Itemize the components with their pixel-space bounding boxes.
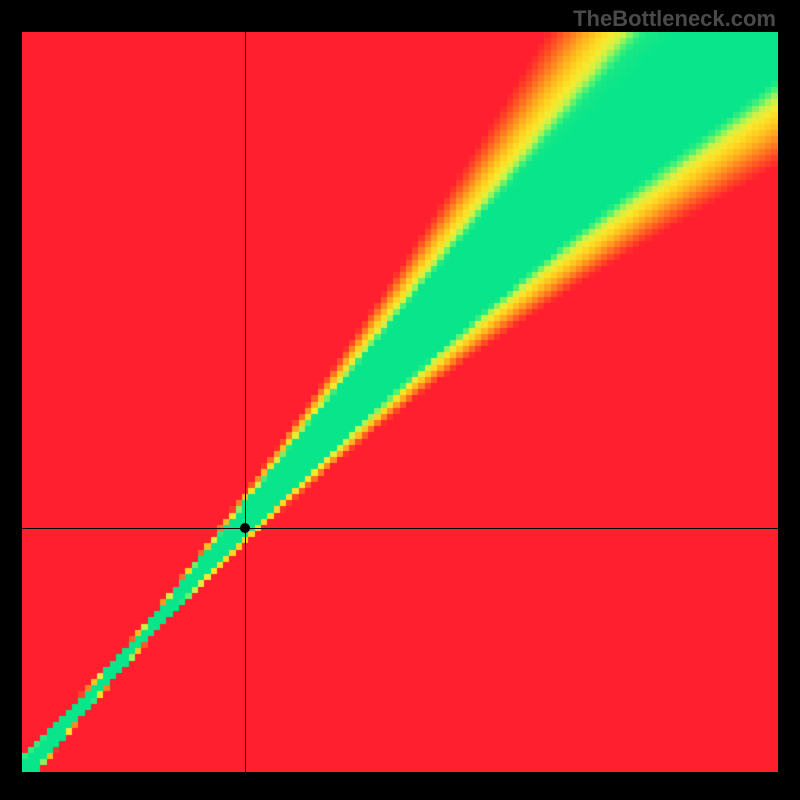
heatmap-canvas: [22, 32, 778, 772]
heatmap-plot: [22, 32, 778, 772]
watermark-text: TheBottleneck.com: [573, 6, 776, 32]
crosshair-vertical: [245, 32, 246, 772]
crosshair-marker: [240, 523, 250, 533]
crosshair-horizontal: [22, 528, 778, 529]
